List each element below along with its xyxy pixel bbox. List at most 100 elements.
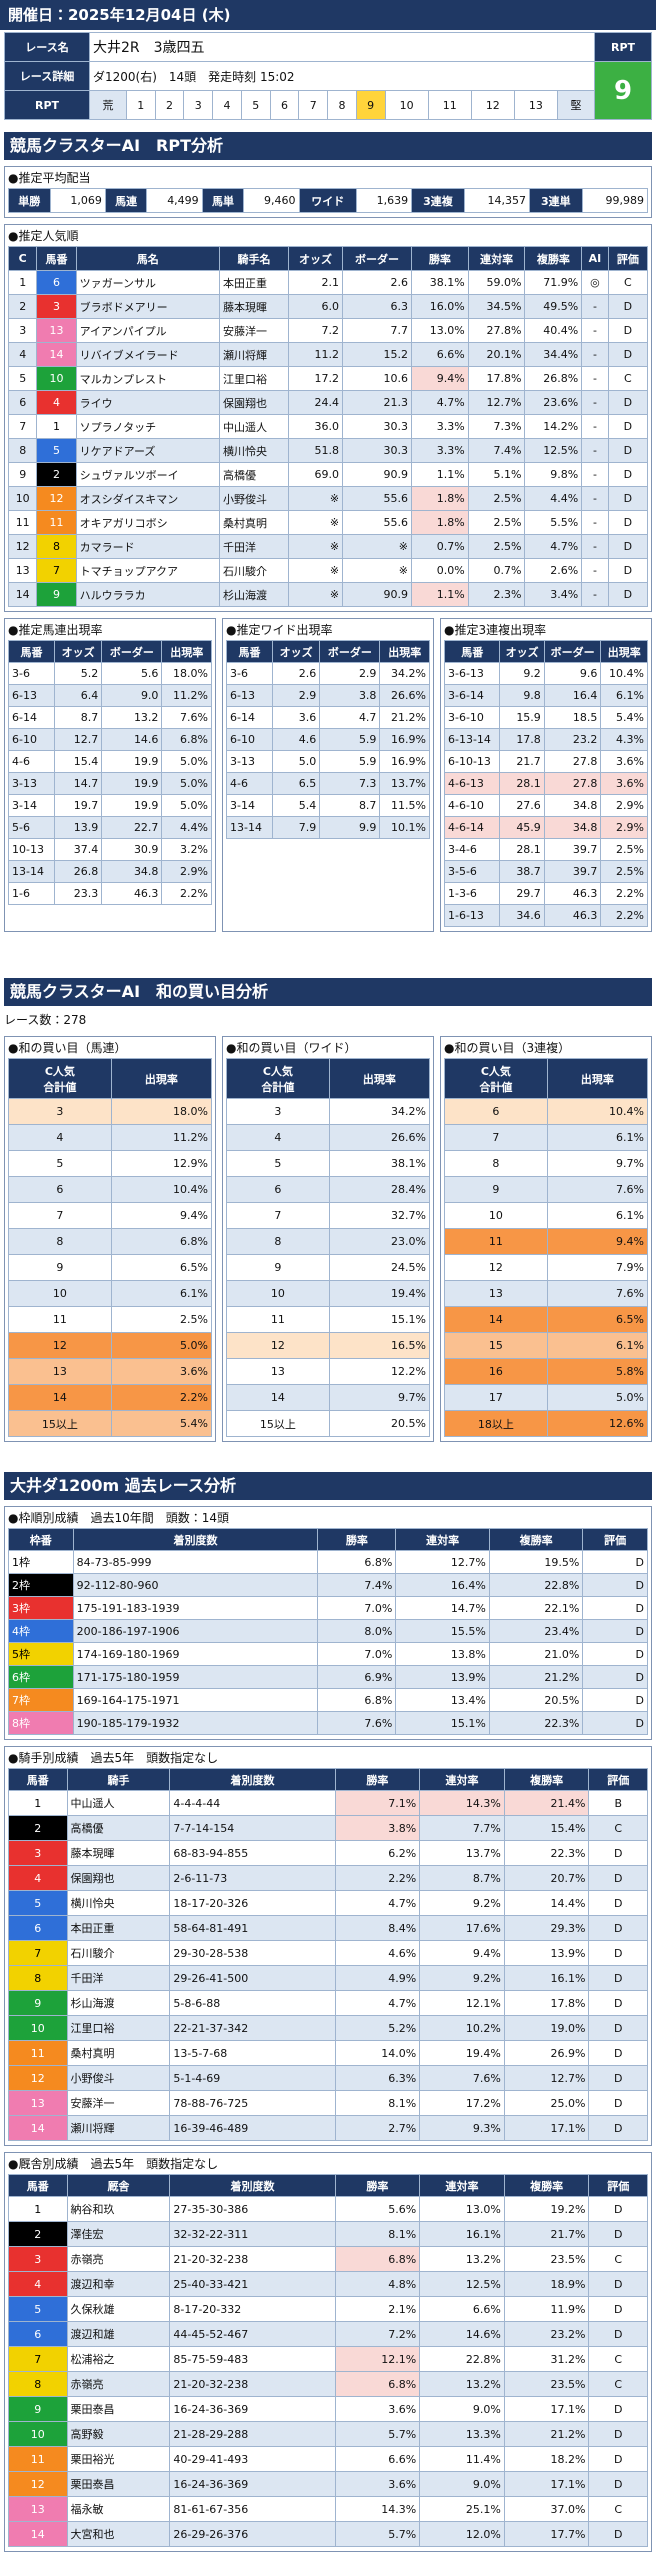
payout-value: 9,460 bbox=[243, 188, 300, 213]
cell: ブラボドメアリー bbox=[75, 294, 220, 319]
table-row: 12 16.5% bbox=[226, 1332, 431, 1359]
table-row: 17 5.0% bbox=[444, 1384, 649, 1411]
cell: C bbox=[588, 2371, 648, 2397]
cell: 8 bbox=[8, 1965, 68, 1991]
cell: 9.6 bbox=[543, 662, 602, 685]
cell: 2.2% bbox=[110, 1384, 213, 1411]
cell: 2.6 bbox=[271, 662, 321, 685]
cell: 6-10 bbox=[226, 728, 273, 751]
table-row: 4 14 リバイブメイラード 瀬川将輝 11.2 15.2 6.6% 20.1% 34.4% - D bbox=[7, 342, 649, 367]
table-body: 3-6 2.6 2.9 34.2% 6-13 2.9 3.8 26.6% 6-14 3.6 4.7 2… bbox=[226, 662, 430, 839]
cell: 2 bbox=[8, 2221, 68, 2247]
cell: 22.3% bbox=[488, 1711, 584, 1735]
cell: 17.7% bbox=[503, 2521, 590, 2547]
cell: 51.8 bbox=[287, 438, 344, 463]
table-row: 6 10.4% bbox=[8, 1176, 213, 1203]
cell: 30.9 bbox=[101, 838, 163, 861]
header-row: 馬番 オッズ ボーダー 出現率 bbox=[443, 640, 648, 663]
rpt-scale: 3 bbox=[183, 90, 214, 120]
cell: 10 bbox=[8, 2015, 68, 2041]
column-header: AI bbox=[581, 246, 609, 271]
cell: 3-5-6 bbox=[443, 860, 501, 883]
table-row: 10 6.1% bbox=[8, 1280, 213, 1307]
column-header: 複勝率 bbox=[503, 2174, 590, 2197]
cell: 3-6 bbox=[226, 662, 273, 685]
cell: 84-73-85-999 bbox=[72, 1550, 319, 1574]
cell: 28.1 bbox=[499, 838, 545, 861]
table-row: 6-10 12.7 14.6 6.8% bbox=[8, 728, 212, 751]
cell: 1.1% bbox=[411, 582, 469, 607]
cell: 13.2% bbox=[419, 2371, 505, 2397]
cell: 7 bbox=[36, 558, 77, 583]
cell: 6.5% bbox=[546, 1306, 649, 1333]
cell: 12.2% bbox=[328, 1358, 431, 1385]
cell: 46.3 bbox=[543, 882, 602, 905]
table-row: 11 栗田裕光 40-29-41-493 6.6% 11.4% 18.2% D bbox=[8, 2446, 648, 2472]
column-header: ボーダー bbox=[319, 640, 381, 663]
cell: 21.2% bbox=[503, 2421, 590, 2447]
race-row: レース詳細 ダ1200(右) 14頭 発走時刻 15:02 9 bbox=[4, 61, 652, 120]
cell: 2.5% bbox=[110, 1306, 213, 1333]
cell: 26.8% bbox=[524, 366, 583, 391]
cell: 中山遥人 bbox=[218, 414, 289, 439]
cell: 横川怜央 bbox=[218, 438, 289, 463]
cell: C bbox=[588, 2346, 648, 2372]
cell: 7.4% bbox=[317, 1573, 397, 1597]
column-header: ボーダー bbox=[543, 640, 602, 663]
cell: 6.2% bbox=[334, 1840, 421, 1866]
cell: 6.8% bbox=[161, 728, 212, 751]
cell: 3-13 bbox=[226, 750, 273, 773]
column-header: 着別度数 bbox=[72, 1528, 319, 1551]
cell: 2.2% bbox=[600, 904, 648, 927]
cell: 3 bbox=[8, 2246, 68, 2272]
table-body: 1 中山遥人 4-4-4-44 7.1% 14.3% 21.4% B 2 高橋優 7-7-14-1… bbox=[8, 1790, 648, 2141]
header-row: C人気 合計値 出現率 bbox=[8, 1058, 213, 1099]
cell: 4 bbox=[8, 2271, 68, 2297]
table-row: 6 10.4% bbox=[444, 1098, 649, 1125]
cell: 1枠 bbox=[8, 1550, 74, 1574]
cell: 6.3% bbox=[334, 2065, 421, 2091]
cell: 小野俊斗 bbox=[66, 2065, 171, 2091]
cell: 6.1% bbox=[110, 1280, 213, 1307]
table-row: 13 安藤洋一 78-88-76-725 8.1% 17.2% 25.0% D bbox=[8, 2090, 648, 2116]
column-header: 連対率 bbox=[419, 2174, 505, 2197]
column-header: 馬番 bbox=[8, 2174, 68, 2197]
cell: 39.7 bbox=[543, 860, 602, 883]
cell: 8.4% bbox=[334, 1915, 421, 1941]
cell: 21.3 bbox=[342, 390, 412, 415]
payout-value: 14,357 bbox=[463, 188, 531, 213]
cell: 2.5% bbox=[600, 860, 648, 883]
cell: 11.2% bbox=[110, 1124, 213, 1151]
cell: 46.3 bbox=[543, 904, 602, 927]
cell: 40-29-41-493 bbox=[169, 2446, 336, 2472]
cell: D bbox=[582, 1688, 648, 1712]
cell: 71.9% bbox=[524, 270, 583, 295]
cell: 12.9% bbox=[110, 1150, 213, 1177]
table-row: 13 福永敏 81-61-67-356 14.3% 25.1% 37.0% C bbox=[8, 2496, 648, 2522]
cell: 6-14 bbox=[8, 706, 55, 729]
cell: 38.1% bbox=[328, 1150, 431, 1177]
cell: 19.9 bbox=[101, 750, 163, 773]
cell: 27.8 bbox=[543, 772, 602, 795]
cell: 10.4% bbox=[110, 1176, 213, 1203]
cell: 10-13 bbox=[8, 838, 55, 861]
table-head: 枠番 着別度数 勝率 連対率 複勝率 評価 bbox=[8, 1528, 648, 1551]
cell: 5.9 bbox=[319, 728, 381, 751]
cell: シュヴァルツボーイ bbox=[75, 462, 220, 487]
cell: 28.1 bbox=[499, 772, 545, 795]
column-header: 勝率 bbox=[317, 1528, 397, 1551]
cell: D bbox=[582, 1665, 648, 1689]
cell: 1.1% bbox=[411, 462, 469, 487]
table-row: 15以上 20.5% bbox=[226, 1410, 431, 1437]
cell: 2.5% bbox=[467, 486, 526, 511]
cell: 9.8% bbox=[524, 462, 583, 487]
cell: D bbox=[588, 1965, 648, 1991]
cell: 92-112-80-960 bbox=[72, 1573, 319, 1597]
cell: 保園翔也 bbox=[66, 1865, 171, 1891]
table-row: 11 2.5% bbox=[8, 1306, 213, 1333]
table-row: 1枠 84-73-85-999 6.8% 12.7% 19.5% D bbox=[8, 1550, 648, 1574]
cell: 6.6% bbox=[334, 2446, 421, 2472]
cell: 17.8% bbox=[503, 1990, 590, 2016]
cell: 藤本現暉 bbox=[66, 1840, 171, 1866]
header-row: C人気 合計値 出現率 bbox=[226, 1058, 431, 1099]
